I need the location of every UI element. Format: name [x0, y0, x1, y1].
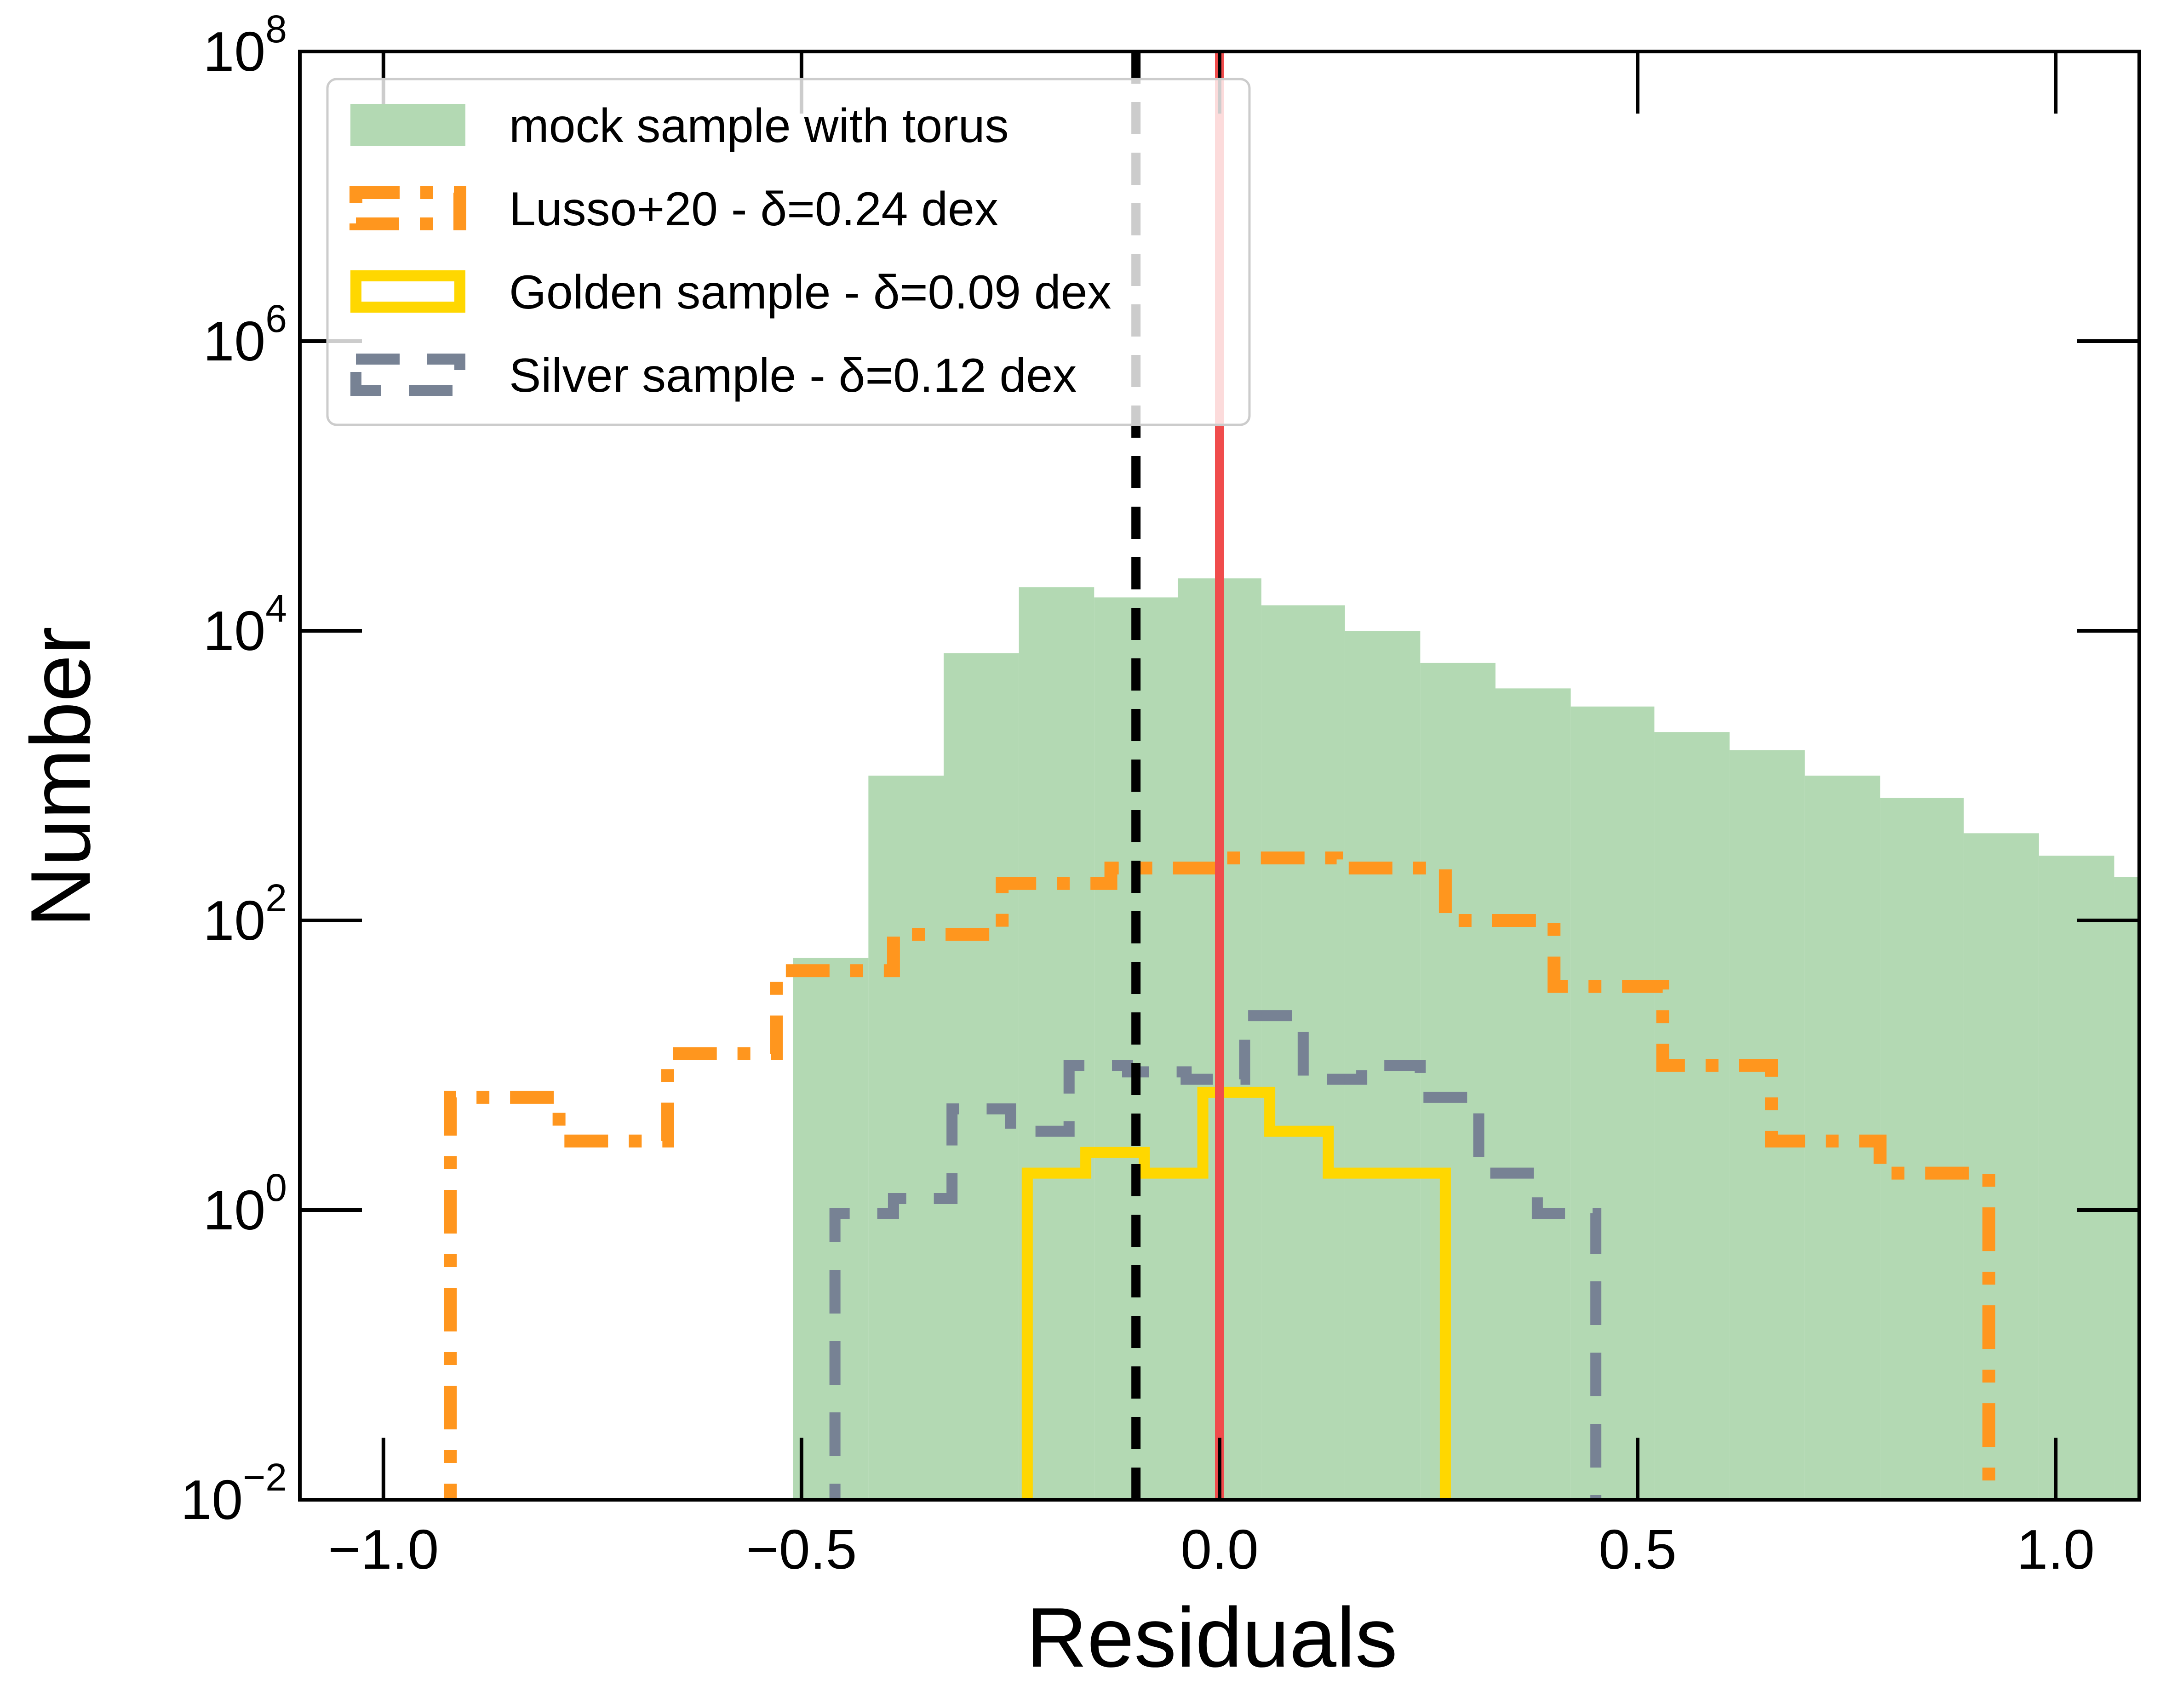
x-tick-label-1: −0.5: [746, 1518, 857, 1581]
bar-mock-sample-with-torus-17: [2114, 877, 2139, 1500]
bar-mock-sample-with-torus-9: [1495, 688, 1571, 1500]
bar-mock-sample-with-torus-8: [1420, 663, 1495, 1500]
step-golden-sample-0-09-dex: [1021, 1086, 1451, 1500]
bar-mock-sample-with-torus-1: [868, 776, 944, 1500]
legend-label-silver-sample-0-12-dex: Silver sample - δ=0.12 dex: [509, 349, 1077, 402]
bar-mock-sample-with-torus-14: [1880, 798, 1964, 1500]
bar-mock-sample-with-torus-16: [2039, 856, 2114, 1500]
y-tick-label-2: 102: [203, 876, 287, 952]
y-axis: 10−2 100 102 104 106 108: [181, 7, 2139, 1531]
y-tick-label-4: 106: [203, 297, 287, 372]
bar-mock-sample-with-torus-4: [1094, 597, 1178, 1500]
y-tick-label-3: 104: [203, 587, 287, 662]
bar-mock-sample-with-torus-12: [1730, 750, 1805, 1500]
bar-mock-sample-with-torus-2: [944, 653, 1019, 1500]
bar-mock-sample-with-torus-15: [1964, 833, 2039, 1500]
legend-swatch-silver-sample-0-12-dex: [350, 354, 465, 396]
plot-area: [444, 578, 2139, 1500]
x-axis-title: Residuals: [1026, 1590, 1398, 1685]
legend-swatch-lusso-20-0-24-dex: [349, 186, 466, 230]
legend-box: [326, 78, 1251, 426]
y-tick-label-1: 100: [203, 1166, 287, 1241]
legend-label-lusso-20-0-24-dex: Lusso+20 - δ=0.24 dex: [509, 183, 998, 236]
bar-mock-sample-with-torus-10: [1570, 706, 1655, 1500]
bar-mock-sample-with-torus-11: [1654, 732, 1730, 1500]
legend-swatch-golden-sample-0-09-dex: [350, 270, 465, 313]
legend-label-golden-sample-0-09-dex: Golden sample - δ=0.09 dex: [509, 266, 1112, 319]
x-tick-label-2: 0.0: [1180, 1518, 1259, 1581]
legend: mock sample with torus Lusso+20 - δ=0.24 …: [326, 78, 1251, 426]
x-tick-label-0: −1.0: [328, 1518, 439, 1581]
x-axis: −1.0 −0.5 0.0 0.5 1.0: [328, 51, 2095, 1581]
y-axis-title: Number: [13, 627, 108, 927]
y-tick-label-0: 10−2: [181, 1456, 287, 1531]
legend-label-mock-sample-with-torus: mock sample with torus: [509, 99, 1009, 153]
y-tick-label-5: 108: [203, 7, 287, 83]
x-tick-label-4: 1.0: [2017, 1518, 2095, 1581]
legend-swatch-mock-sample-with-torus: [350, 104, 465, 146]
step-silver-sample-0-12-dex: [829, 1010, 1602, 1500]
x-tick-label-3: 0.5: [1599, 1518, 1677, 1581]
